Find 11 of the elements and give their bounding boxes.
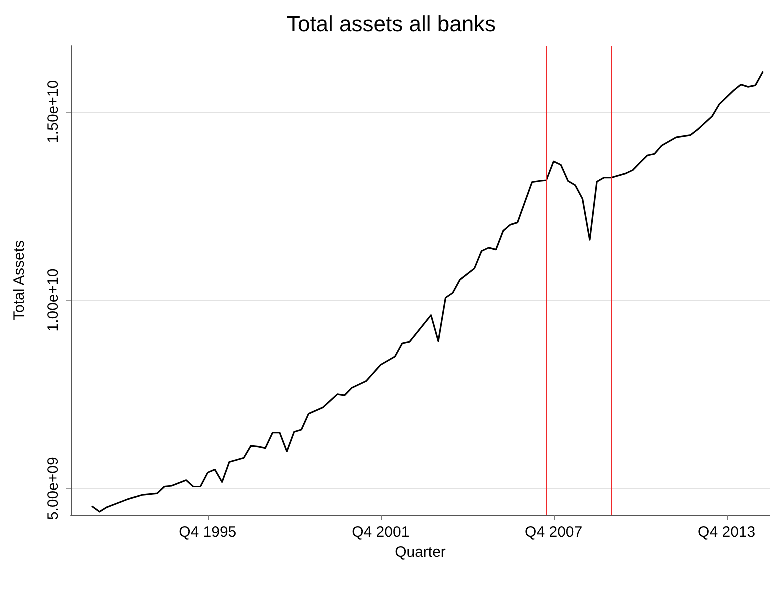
y-tick-label: 5.00e+09 <box>45 457 62 520</box>
x-tick-label: Q4 2001 <box>352 524 410 541</box>
x-tick-label: Q4 2013 <box>698 524 756 541</box>
x-axis-title: Quarter <box>395 544 446 561</box>
x-tick-label: Q4 2007 <box>525 524 583 541</box>
y-tick-label: 1.00e+10 <box>45 268 62 332</box>
x-tick-label: Q4 1995 <box>179 524 237 541</box>
y-axis-title: Total Assets <box>11 240 28 321</box>
y-tick-label: 1.50e+10 <box>45 80 62 144</box>
line-series <box>92 72 764 513</box>
chart-title: Total assets all banks <box>286 12 496 36</box>
